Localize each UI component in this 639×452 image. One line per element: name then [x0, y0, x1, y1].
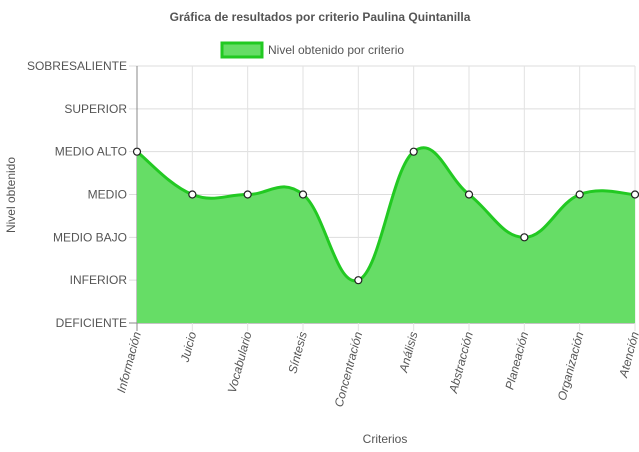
x-axis-label: Criterios [363, 432, 408, 446]
data-point[interactable] [520, 233, 529, 242]
data-point[interactable] [630, 190, 639, 199]
legend-label: Nivel obtenido por criterio [268, 43, 404, 57]
y-tick-label: MEDIO BAJO [53, 230, 127, 244]
data-point[interactable] [464, 190, 474, 199]
data-point[interactable] [188, 190, 197, 199]
series-area [137, 147, 635, 323]
y-tick-label: INFERIOR [70, 273, 128, 287]
data-point[interactable] [132, 147, 142, 156]
x-tick-label: Planeación [502, 330, 531, 391]
x-tick-label: Atención [616, 330, 639, 380]
x-tick-label: Abstracción [446, 330, 476, 395]
data-point[interactable] [298, 190, 308, 199]
y-tick-label: DEFICIENTE [56, 316, 127, 330]
plot-area [132, 146, 639, 323]
x-tick-label: Juicio [178, 330, 200, 365]
y-axis-ticks: DEFICIENTE INFERIOR MEDIO BAJO MEDIO MEDIO A… [27, 59, 127, 330]
y-tick-label: MEDIO [88, 188, 127, 202]
x-axis-ticks: Información Juicio Vocabulario Síntesis Conc… [114, 330, 639, 409]
data-point[interactable] [409, 147, 418, 156]
x-tick-label: Concentración [332, 330, 366, 409]
x-tick-label: Síntesis [285, 330, 310, 375]
x-tick-label: Análisis [396, 330, 420, 375]
x-tick-label: Vocabulario [225, 330, 255, 395]
y-tick-label: SOBRESALIENTE [27, 59, 127, 73]
legend-swatch [220, 41, 264, 59]
y-axis-label: Nivel obtenido [4, 157, 18, 233]
x-tick-label: Información [114, 330, 144, 394]
legend[interactable]: Nivel obtenido por criterio [220, 41, 404, 59]
y-tick-label: MEDIO ALTO [55, 145, 127, 159]
data-point[interactable] [575, 190, 584, 199]
series-line [136, 146, 636, 283]
data-point[interactable] [243, 190, 252, 199]
y-tick-label: SUPERIOR [64, 102, 127, 116]
data-point[interactable] [354, 276, 363, 285]
chart-title: Gráfica de resultados por criterio Pauli… [170, 10, 471, 24]
x-tick-label: Organización [555, 330, 587, 402]
